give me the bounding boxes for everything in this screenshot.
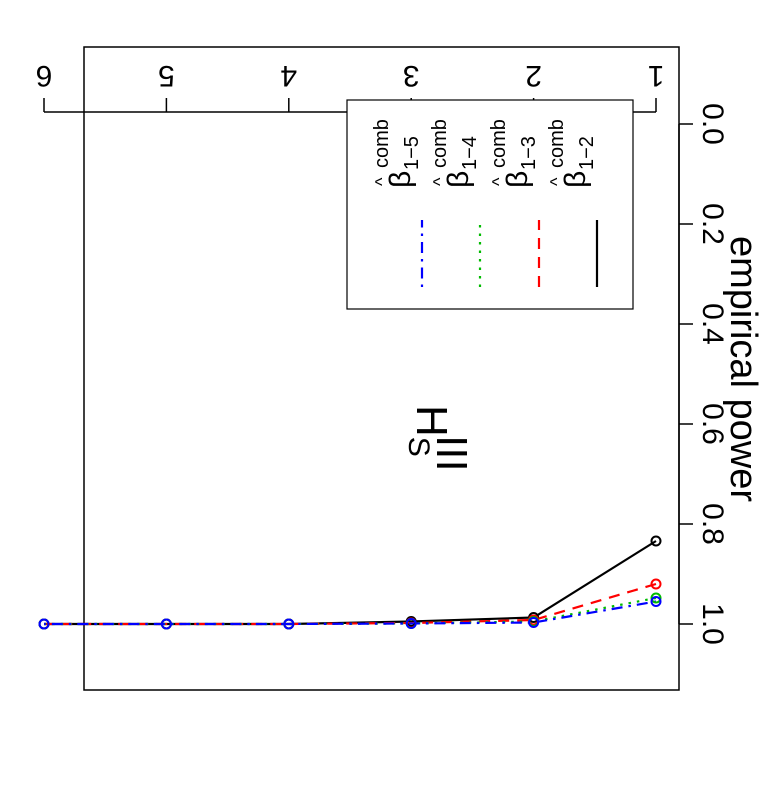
points-layer: [38, 535, 662, 630]
chart-title-sup: III: [427, 435, 476, 472]
chart-title-sub: S: [402, 437, 435, 457]
legend-label-base: β: [559, 171, 592, 188]
series-4-point: [38, 618, 50, 630]
y-tick-label: 0.8: [696, 503, 729, 545]
y-tick-label: 1.0: [696, 603, 729, 645]
legend-label-sub: 1−3: [518, 136, 540, 170]
series-layer: [44, 540, 657, 626]
y-axis-title: empirical power: [722, 236, 764, 502]
svg-text:HS: HS: [402, 405, 456, 457]
legend-label-sub: 1−2: [576, 136, 598, 170]
legend-label-1: β1−2 comb ^: [546, 119, 598, 188]
y-tick-label: 0.2: [696, 203, 729, 245]
series-4-point: [405, 618, 417, 629]
legend-label-hat: ^: [547, 177, 567, 186]
series-4-point: [528, 617, 540, 628]
legend-label-base: β: [501, 171, 534, 188]
y-axis: 0.0 0.2 0.4 0.6 0.8 1.0: [678, 103, 729, 645]
y-tick-label: 0.4: [696, 303, 729, 345]
legend-label-sup: comb: [488, 119, 510, 168]
x-tick-label: 2: [525, 59, 542, 92]
legend-label-base: β: [442, 171, 475, 188]
series-line-4: [44, 600, 657, 626]
legend-label-3: β1−4 comb ^: [429, 119, 481, 188]
legend-box: [346, 99, 634, 310]
legend-label-sup: comb: [429, 119, 451, 168]
legend-label-sup: comb: [546, 119, 568, 168]
series-2-point: [650, 578, 662, 590]
y-tick-label: 0.6: [696, 403, 729, 445]
legend-label-sub: 1−5: [401, 136, 423, 170]
legend-label-sub: 1−4: [459, 136, 481, 170]
x-tick-label: 6: [36, 59, 53, 92]
chart-title: HS III: [402, 405, 476, 472]
y-tick-label: 0.0: [696, 103, 729, 145]
rotated-figure: 1 2 3 4 5 6 0.0 0.2 0.4 0.6 0.8 1.0 empirical powe…: [36, 46, 764, 691]
legend-label-base: β: [384, 171, 417, 188]
x-tick-label: 4: [280, 59, 297, 92]
legend-label-hat: ^: [489, 177, 509, 186]
legend-label-sup: comb: [371, 119, 393, 168]
legend-label-hat: ^: [430, 177, 450, 186]
series-4-point: [160, 618, 172, 630]
x-tick-label: 1: [648, 59, 665, 92]
chart-title-main: H: [407, 405, 456, 437]
legend-label-2: β1−3 comb ^: [488, 119, 540, 188]
x-tick-label: 3: [403, 59, 420, 92]
series-4-point: [650, 596, 662, 607]
legend-label-hat: ^: [372, 177, 392, 186]
x-tick-label: 5: [158, 59, 175, 92]
series-3-point: [650, 592, 662, 604]
series-4-point: [283, 618, 295, 630]
legend-label-4: β1−5 comb ^: [371, 119, 423, 188]
series-1-point: [650, 535, 662, 547]
